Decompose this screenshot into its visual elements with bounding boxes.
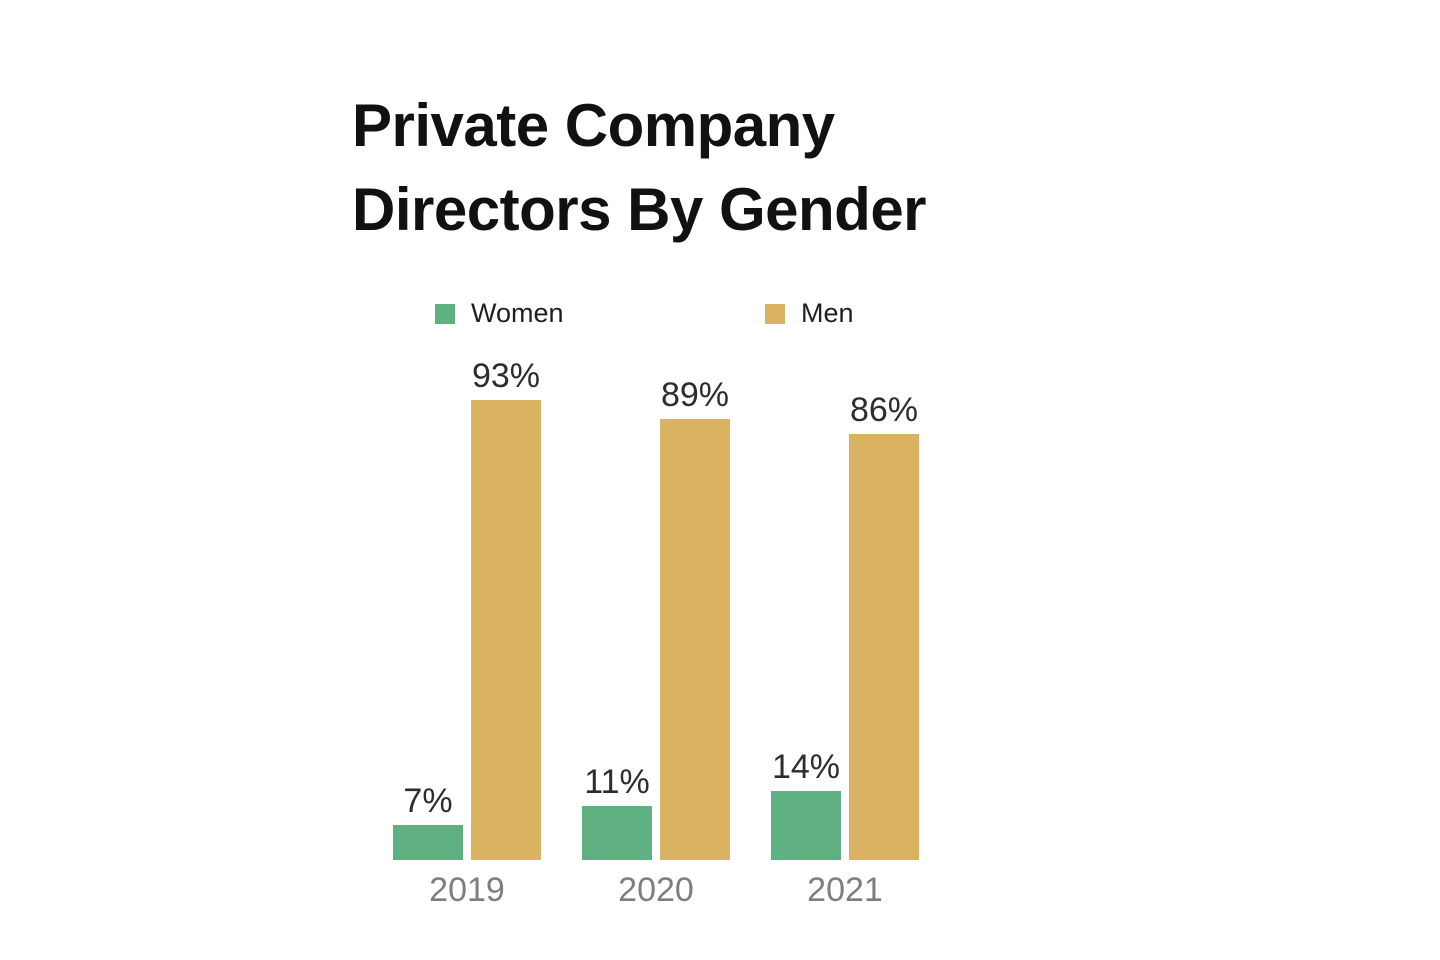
legend-item-women: Women bbox=[435, 298, 765, 329]
x-axis-labels: 2019 2020 2021 bbox=[393, 873, 919, 907]
bar-men-2019 bbox=[471, 400, 541, 860]
bar-column-men-2020: 89% bbox=[660, 378, 730, 860]
value-label-women-2020: 11% bbox=[584, 763, 650, 801]
legend-label-women: Women bbox=[471, 298, 564, 328]
bar-men-2020 bbox=[660, 419, 730, 860]
value-label-women-2021: 14% bbox=[771, 748, 841, 786]
legend-swatch-women bbox=[435, 303, 455, 324]
value-label-women-2019: 7% bbox=[403, 782, 453, 820]
value-label-men-2020: 89% bbox=[660, 376, 730, 414]
legend-item-men: Men bbox=[765, 298, 854, 329]
legend: Women Men bbox=[435, 298, 854, 329]
bar-group-2020: 11% 89% bbox=[582, 378, 730, 860]
value-label-men-2019: 93% bbox=[471, 357, 541, 395]
bar-women-2019 bbox=[393, 825, 463, 860]
x-axis-label-2021: 2021 bbox=[807, 871, 883, 909]
legend-label-men: Men bbox=[801, 298, 854, 328]
bar-column-women-2019: 7% bbox=[393, 784, 463, 860]
bar-column-women-2020: 11% bbox=[582, 765, 652, 860]
bar-column-women-2021: 14% bbox=[771, 750, 841, 860]
chart-title: Private Company Directors By Gender bbox=[352, 92, 927, 243]
bar-group-2021: 14% 86% bbox=[771, 393, 919, 860]
x-axis-label-2020: 2020 bbox=[618, 871, 694, 909]
legend-swatch-men bbox=[765, 303, 785, 324]
bar-column-men-2021: 86% bbox=[849, 393, 919, 860]
bar-women-2020 bbox=[582, 806, 652, 860]
bar-women-2021 bbox=[771, 791, 841, 860]
bar-men-2021 bbox=[849, 434, 919, 860]
value-label-men-2021: 86% bbox=[849, 391, 919, 429]
bar-column-men-2019: 93% bbox=[471, 359, 541, 860]
x-axis-label-2019: 2019 bbox=[429, 871, 505, 909]
bar-group-2019: 7% 93% bbox=[393, 359, 541, 860]
plot-area: 7% 93% 11% 89% 14% 86% bbox=[393, 340, 919, 860]
